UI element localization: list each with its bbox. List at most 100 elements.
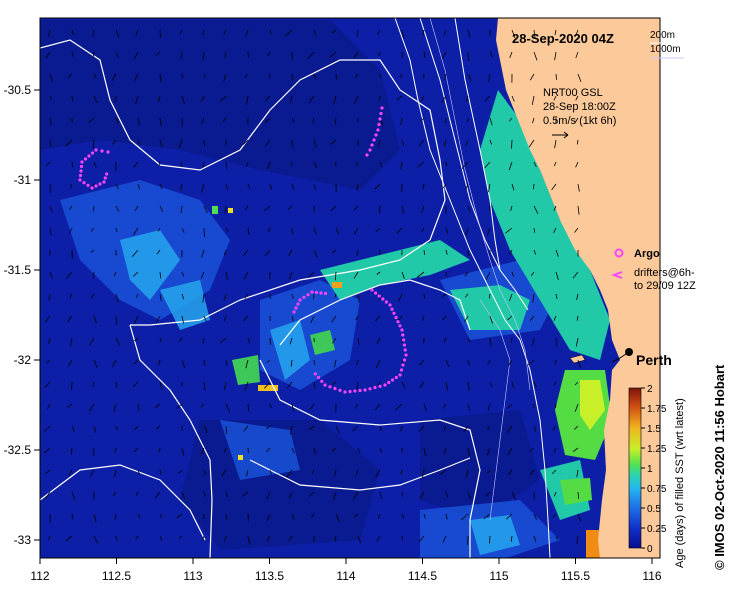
drifter-point (103, 176, 107, 180)
current-vectors (43, 29, 582, 545)
current-vector (176, 513, 183, 519)
current-vector (422, 29, 425, 36)
current-vector (267, 51, 271, 57)
current-vector (71, 161, 73, 168)
drifter-point (383, 383, 387, 387)
current-vector (291, 293, 294, 299)
current-vector (489, 293, 491, 299)
current-vector (266, 535, 271, 542)
current-vector (356, 249, 359, 257)
current-vector (134, 425, 139, 431)
drifter-point (78, 173, 83, 178)
current-vector (49, 205, 53, 213)
current-vector (532, 337, 535, 346)
drifter-point (398, 373, 402, 377)
drifter-icon (611, 271, 623, 279)
current-vector (115, 293, 119, 302)
current-vector (115, 337, 120, 346)
currents-scale: 0.5m/s (1kt 6h) (543, 115, 616, 127)
current-vector (159, 535, 163, 541)
current-vector (269, 183, 272, 190)
current-vector (488, 73, 491, 82)
current-vector (158, 447, 161, 453)
current-vector (241, 491, 249, 497)
current-vector (511, 183, 515, 191)
current-vector (335, 227, 340, 235)
current-vector (508, 117, 513, 122)
current-vector (115, 381, 118, 389)
current-vector (115, 425, 118, 431)
current-vector (552, 513, 557, 519)
current-vector (464, 315, 469, 322)
current-vector (355, 315, 359, 321)
current-vector (399, 73, 403, 79)
current-vector (203, 73, 206, 78)
current-vector (203, 469, 206, 475)
current-vector (70, 447, 73, 455)
current-vector (353, 271, 359, 279)
currents-source: NRT00 GSL (543, 87, 603, 99)
current-vector (288, 535, 293, 541)
current-vector (553, 491, 557, 497)
current-vector (245, 161, 249, 167)
x-tick-label: 115.5 (561, 569, 590, 583)
current-vector (378, 95, 381, 101)
current-vector (71, 491, 76, 500)
current-vector (421, 205, 425, 213)
current-vector (156, 249, 161, 255)
current-vector (416, 271, 425, 278)
current-vector (200, 403, 205, 408)
current-vector (137, 469, 140, 475)
current-vector (134, 51, 139, 59)
current-vector (379, 161, 383, 168)
drifter-point (79, 164, 84, 169)
current-vector (115, 117, 119, 124)
current-vector (220, 95, 227, 102)
current-vector (507, 315, 513, 321)
current-vector (247, 51, 249, 58)
current-vector (157, 227, 161, 232)
drifter-point (401, 333, 405, 337)
current-vector (159, 117, 162, 126)
current-vector (159, 271, 162, 279)
current-vector (202, 51, 205, 61)
current-vector (67, 73, 73, 78)
drifter-point (363, 388, 367, 392)
current-vector (286, 381, 293, 389)
current-vector (202, 29, 205, 36)
current-vector (225, 359, 228, 366)
isobath-contours-thin (429, 18, 531, 521)
current-vector (247, 183, 250, 189)
current-vector (71, 513, 74, 520)
current-vector (357, 535, 362, 543)
current-vector (223, 29, 227, 35)
current-vector (355, 161, 359, 167)
current-vector (44, 491, 51, 500)
current-vector (137, 403, 140, 411)
current-vector (154, 403, 161, 409)
current-vector (466, 469, 469, 478)
current-vector (395, 403, 403, 411)
current-vector (465, 139, 469, 146)
current-vector (423, 403, 427, 412)
current-vector (576, 535, 579, 544)
current-vector (291, 183, 295, 190)
current-vector (289, 425, 293, 435)
current-vector (334, 293, 337, 298)
current-vector (133, 359, 139, 365)
current-vector (159, 139, 163, 148)
colorbar-tick-label: 0.25 (647, 524, 667, 535)
current-vector (489, 381, 493, 387)
current-vector (201, 117, 205, 124)
current-vector (440, 469, 447, 475)
current-vector (134, 205, 139, 212)
drifter-point (381, 297, 385, 301)
current-vector (511, 271, 515, 277)
current-vector (400, 117, 403, 125)
current-vector (489, 117, 493, 126)
current-vector (332, 491, 337, 501)
current-vector (132, 381, 139, 388)
colorbar-ticks: 0 0.25 0.5 0.75 1 1.25 1.5 1.75 2 (641, 384, 667, 555)
current-vector (287, 205, 293, 210)
drifter-point (82, 181, 86, 185)
